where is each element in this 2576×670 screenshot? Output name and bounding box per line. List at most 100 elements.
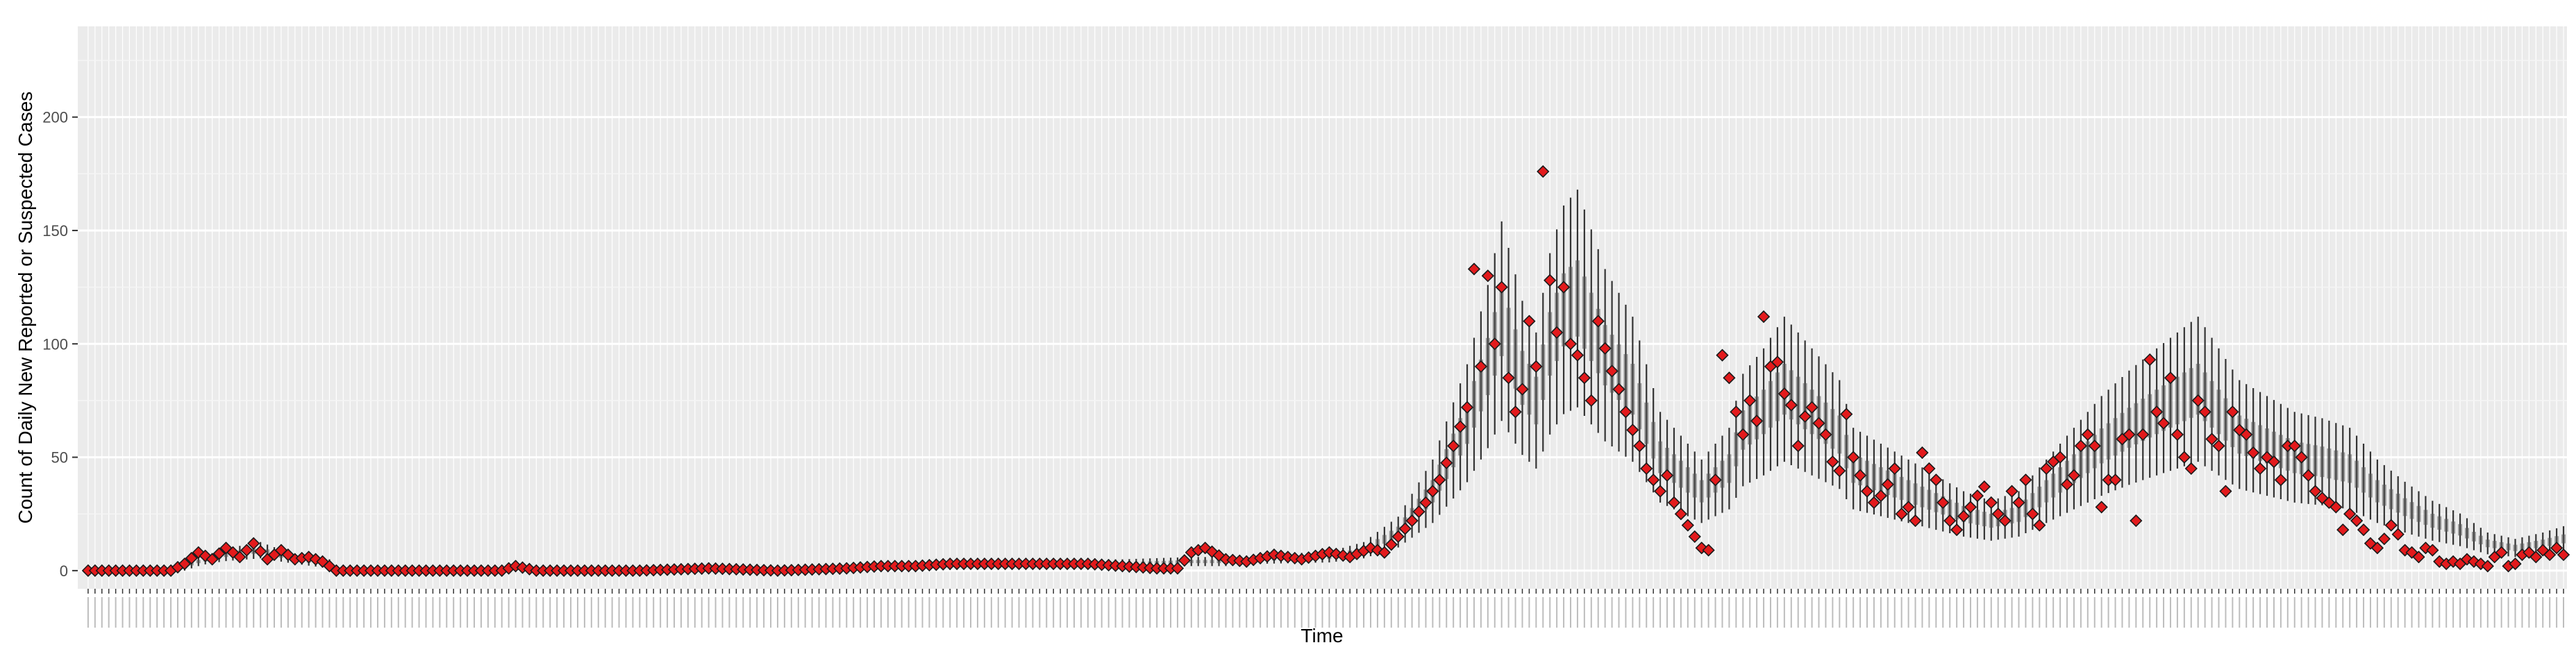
interval-box (2251, 421, 2256, 459)
observed-point (2164, 371, 2177, 385)
interval (1520, 301, 1525, 455)
interval-box (2148, 394, 2152, 438)
x-tick-label (660, 597, 662, 628)
interval-box (1485, 337, 1490, 396)
x-tick-label (1446, 597, 1448, 628)
observed-point (206, 553, 219, 566)
observed-point (2033, 519, 2046, 532)
x-tick-label (87, 597, 89, 628)
interval-box (2271, 431, 2276, 466)
interval (1623, 304, 1628, 457)
x-tick-label (1211, 597, 1213, 628)
x-tick-label (1453, 597, 1455, 628)
x-tick-label (1080, 597, 1082, 628)
interval-box (2382, 485, 2386, 506)
interval (1499, 221, 1504, 421)
x-tick-label (2528, 597, 2530, 628)
interval-box (2361, 467, 2366, 493)
x-tick-label (1142, 597, 1144, 628)
x-tick-label (404, 597, 406, 628)
interval (2141, 359, 2146, 480)
x-tick-label (1466, 597, 1469, 628)
interval-box (1851, 454, 1856, 483)
x-tick-label (1928, 597, 1930, 628)
x-tick-label (2073, 597, 2075, 628)
x-tick-label (1666, 597, 1668, 628)
x-tick-label (390, 597, 392, 628)
interval-box (2202, 372, 2207, 421)
interval-box (1878, 467, 1883, 493)
observed-point (2240, 428, 2253, 442)
x-tick-label (2514, 597, 2516, 628)
x-tick-label (742, 597, 744, 628)
x-tick-label (1101, 597, 1103, 628)
observed-point (2123, 428, 2136, 442)
observed-point (1826, 455, 1839, 469)
observed-point (2226, 405, 2239, 419)
interval-box (1685, 467, 1690, 493)
interval (1506, 247, 1511, 433)
interval-box (1658, 441, 1663, 474)
x-tick-label (1128, 597, 1130, 628)
x-tick-label (1328, 597, 1330, 628)
x-tick-label (1914, 597, 1916, 628)
observed-point (1564, 337, 1578, 351)
x-tick-label (2245, 597, 2248, 628)
observed-point (2288, 439, 2301, 453)
observed-point (1681, 519, 1694, 532)
x-tick-label (122, 597, 124, 628)
observed-point (1702, 544, 1715, 557)
x-tick-label (418, 597, 420, 628)
x-tick-label (432, 597, 434, 628)
observed-point (1378, 546, 1391, 559)
observed-point (240, 544, 253, 557)
observed-point (2336, 523, 2350, 537)
y-gridlines (78, 60, 2567, 572)
observed-point (1778, 387, 1791, 401)
interval-box (2458, 524, 2463, 536)
interval (2395, 476, 2400, 530)
interval-box (251, 548, 256, 554)
observed-point (2177, 451, 2191, 464)
x-tick-label (1094, 597, 1096, 628)
interval-box (2113, 418, 2118, 456)
x-tick-label (2425, 597, 2427, 628)
interval-box (1375, 539, 1380, 547)
interval-box (2313, 445, 2318, 476)
x-tick-label (2486, 597, 2489, 628)
interval (2030, 475, 2035, 530)
x-tick-label (521, 597, 524, 628)
observed-point (2060, 478, 2074, 491)
observed-point (2370, 542, 2384, 555)
observed-point (2067, 469, 2081, 482)
x-tick-label (839, 597, 841, 628)
x-tick-label (1632, 597, 1634, 628)
observed-point (1571, 349, 1584, 362)
observed-point (2005, 485, 2018, 498)
x-tick-label (797, 597, 799, 628)
observed-point (1391, 530, 1405, 544)
x-tick-label (1597, 597, 1599, 628)
x-tick-label (990, 597, 992, 628)
x-tick-label (2183, 597, 2185, 628)
x-tick-label (680, 597, 682, 628)
interval (2465, 518, 2470, 548)
interval (2423, 496, 2428, 539)
x-tick-label (1570, 597, 1572, 628)
x-tick-label (204, 597, 206, 628)
x-tick-label (2273, 597, 2275, 628)
observed-point (1964, 501, 1977, 514)
interval (1596, 249, 1600, 433)
interval (2327, 420, 2332, 507)
x-tick-label (1763, 597, 1765, 628)
x-tick-label (1949, 597, 1951, 628)
interval (2506, 537, 2511, 557)
x-tick-label (880, 597, 882, 628)
x-tick-label (1073, 597, 1075, 628)
interval (1720, 435, 1725, 513)
x-tick-label (860, 597, 862, 628)
interval-box (1589, 292, 1594, 361)
x-tick-label (1011, 597, 1013, 628)
interval (2485, 533, 2490, 555)
x-tick-label (853, 597, 855, 628)
